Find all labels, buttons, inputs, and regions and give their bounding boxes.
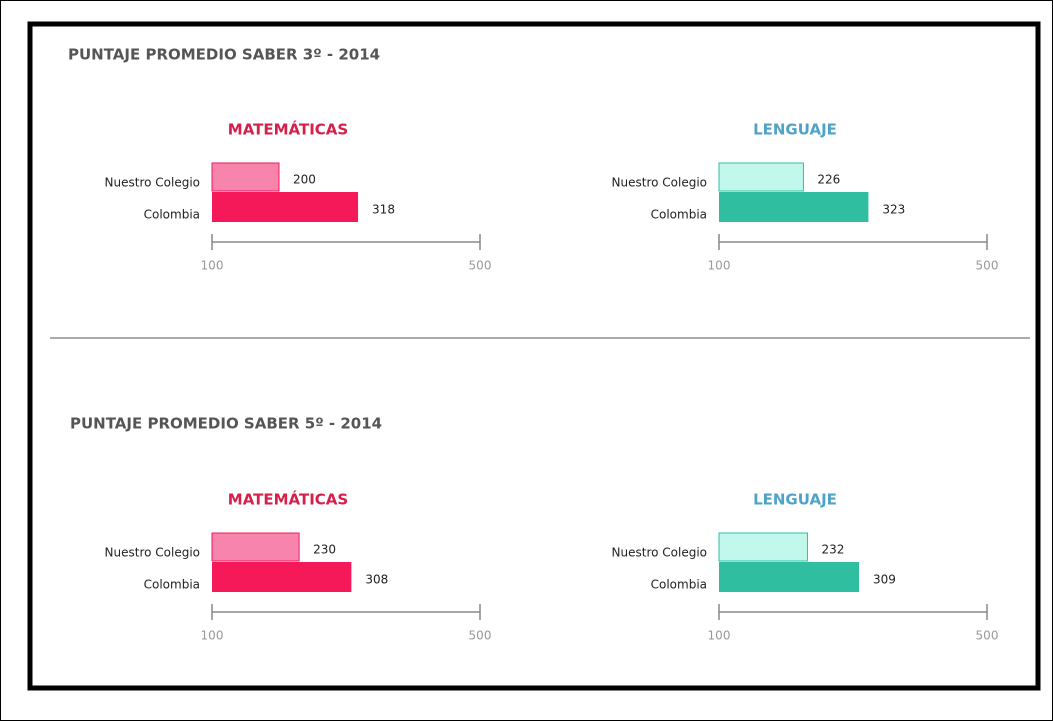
- section-title: PUNTAJE PROMEDIO SABER 3º - 2014: [68, 46, 380, 64]
- chart-title: MATEMÁTICAS: [228, 490, 348, 509]
- value-label: 230: [313, 543, 336, 557]
- bar: [719, 562, 860, 592]
- x-tick-label: 500: [469, 259, 492, 273]
- category-label: Colombia: [144, 208, 200, 222]
- value-label: 309: [873, 573, 896, 587]
- value-label: 232: [821, 543, 844, 557]
- category-label: Nuestro Colegio: [105, 546, 200, 560]
- category-label: Nuestro Colegio: [612, 546, 707, 560]
- x-tick-label: 500: [976, 629, 999, 643]
- category-label: Colombia: [651, 578, 707, 592]
- value-label: 308: [365, 573, 388, 587]
- chart-title: LENGUAJE: [753, 491, 837, 509]
- x-tick-label: 100: [201, 259, 224, 273]
- bar: [718, 532, 808, 562]
- section-title: PUNTAJE PROMEDIO SABER 5º - 2014: [70, 415, 382, 433]
- chart-title: MATEMÁTICAS: [228, 120, 348, 139]
- x-tick-label: 100: [708, 259, 731, 273]
- category-label: Colombia: [651, 208, 707, 222]
- x-tick-label: 500: [976, 259, 999, 273]
- category-label: Nuestro Colegio: [105, 176, 200, 190]
- value-label: 200: [293, 173, 316, 187]
- x-tick-label: 500: [469, 629, 492, 643]
- inner-frame: [27, 21, 1041, 691]
- value-label: 323: [882, 203, 905, 217]
- category-label: Colombia: [144, 578, 200, 592]
- bar: [719, 192, 869, 222]
- x-tick-label: 100: [201, 629, 224, 643]
- value-label: 226: [817, 173, 840, 187]
- bar: [212, 562, 352, 592]
- chart-title: LENGUAJE: [753, 121, 837, 139]
- bar: [211, 162, 280, 192]
- bar: [718, 162, 804, 192]
- bar: [212, 192, 359, 222]
- x-tick-label: 100: [708, 629, 731, 643]
- bar: [211, 532, 300, 562]
- category-label: Nuestro Colegio: [612, 176, 707, 190]
- value-label: 318: [372, 203, 395, 217]
